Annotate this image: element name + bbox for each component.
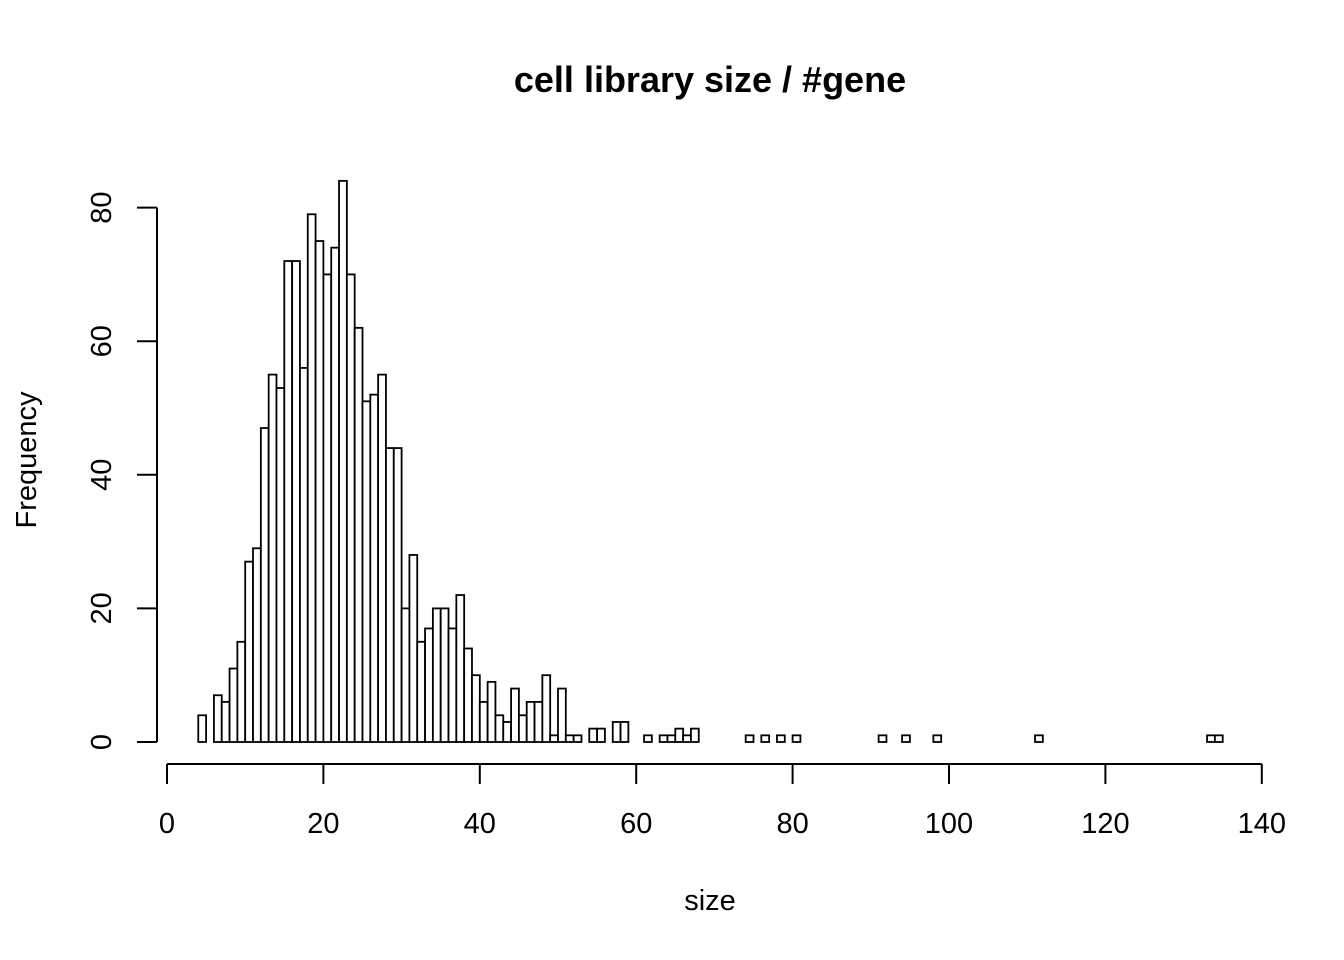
histogram-bar xyxy=(220,701,231,743)
histogram-bar xyxy=(619,721,630,743)
histogram-bar xyxy=(267,373,278,743)
histogram-bar xyxy=(932,734,943,743)
histogram-bar xyxy=(338,179,348,743)
histogram-bar xyxy=(400,607,411,743)
histogram-bar xyxy=(447,627,458,743)
x-tick-label: 100 xyxy=(925,808,973,840)
histogram-bar xyxy=(377,373,387,743)
histogram-bar xyxy=(658,734,669,743)
x-tick-label: 20 xyxy=(307,808,339,840)
x-tick-label: 60 xyxy=(620,808,652,840)
histogram-bar xyxy=(244,560,254,743)
histogram-bar xyxy=(1034,734,1044,743)
x-tick-label: 40 xyxy=(464,808,496,840)
y-tick-label: 40 xyxy=(86,459,118,491)
histogram-bar xyxy=(541,674,552,743)
histogram-bar xyxy=(518,714,528,743)
histogram-bar xyxy=(361,400,372,743)
histogram-bar xyxy=(353,326,364,743)
histogram-bar xyxy=(533,701,544,743)
histogram-bar xyxy=(776,734,786,743)
chart-title: cell library size / #gene xyxy=(514,59,906,100)
histogram-bar xyxy=(369,393,380,743)
histogram-bar xyxy=(416,640,426,743)
x-tick-label: 80 xyxy=(776,808,808,840)
histogram-bar xyxy=(682,734,692,743)
histogram-bar xyxy=(486,680,497,743)
histogram-bar xyxy=(596,727,606,743)
histogram-bar xyxy=(877,734,888,743)
histogram-bar xyxy=(283,260,294,743)
histogram-bar xyxy=(439,607,450,743)
y-tick-label: 20 xyxy=(86,592,118,624)
histogram-bar xyxy=(572,734,583,743)
histogram-bar xyxy=(611,721,622,743)
histogram-bar xyxy=(744,734,755,743)
histogram-bar xyxy=(557,687,567,743)
histogram-bar xyxy=(314,240,325,743)
histogram-bar xyxy=(197,714,207,743)
histogram-bar xyxy=(306,213,317,743)
histogram-bar xyxy=(588,727,599,743)
histogram-bar xyxy=(643,734,653,743)
histogram-bar xyxy=(291,260,301,743)
y-tick-label: 80 xyxy=(86,191,118,223)
x-axis-label: size xyxy=(684,885,736,917)
histogram-bar xyxy=(478,701,489,743)
y-tick-label: 60 xyxy=(86,325,118,357)
histogram-bar xyxy=(259,427,270,743)
x-tick-label: 140 xyxy=(1238,808,1286,840)
histogram-bar xyxy=(1206,734,1216,743)
histogram-bar xyxy=(494,714,505,743)
histogram-bar xyxy=(666,734,677,743)
histogram-bar xyxy=(322,273,333,743)
histogram-bar xyxy=(674,727,685,743)
histogram-bar xyxy=(385,447,395,743)
histogram-bar xyxy=(236,640,247,743)
histogram-bar xyxy=(330,246,340,743)
histogram-bar xyxy=(275,387,286,743)
histogram-bar xyxy=(760,734,771,743)
y-axis: 0 20 40 60 80 xyxy=(86,191,158,750)
x-tick-label: 120 xyxy=(1081,808,1129,840)
histogram-bar xyxy=(424,627,434,743)
histogram-bars xyxy=(197,179,1224,743)
histogram-bar xyxy=(791,734,802,743)
histogram-bar xyxy=(431,607,442,743)
histogram-bar xyxy=(901,734,911,743)
histogram-bar xyxy=(564,734,575,743)
histogram-bar xyxy=(690,727,700,743)
histogram-bar xyxy=(510,687,520,743)
histogram-bar xyxy=(525,701,536,743)
histogram-bar xyxy=(502,721,512,743)
histogram-bar xyxy=(1213,734,1224,743)
histogram-bar xyxy=(471,674,481,743)
histogram-bar xyxy=(228,667,239,743)
histogram-bar xyxy=(252,547,262,743)
y-tick-label: 0 xyxy=(86,734,118,750)
histogram-bar xyxy=(392,447,403,743)
histogram-bar xyxy=(455,594,466,743)
histogram-bar xyxy=(549,734,559,743)
histogram-bar xyxy=(299,367,309,743)
histogram-bar xyxy=(408,554,419,743)
histogram-bar xyxy=(345,273,356,743)
x-tick-label: 0 xyxy=(159,808,175,840)
histogram-bar xyxy=(213,694,223,743)
x-axis: 0 20 40 60 80 100 120 140 xyxy=(159,763,1286,840)
y-axis-label: Frequency xyxy=(11,391,43,529)
histogram-bar xyxy=(463,647,473,743)
